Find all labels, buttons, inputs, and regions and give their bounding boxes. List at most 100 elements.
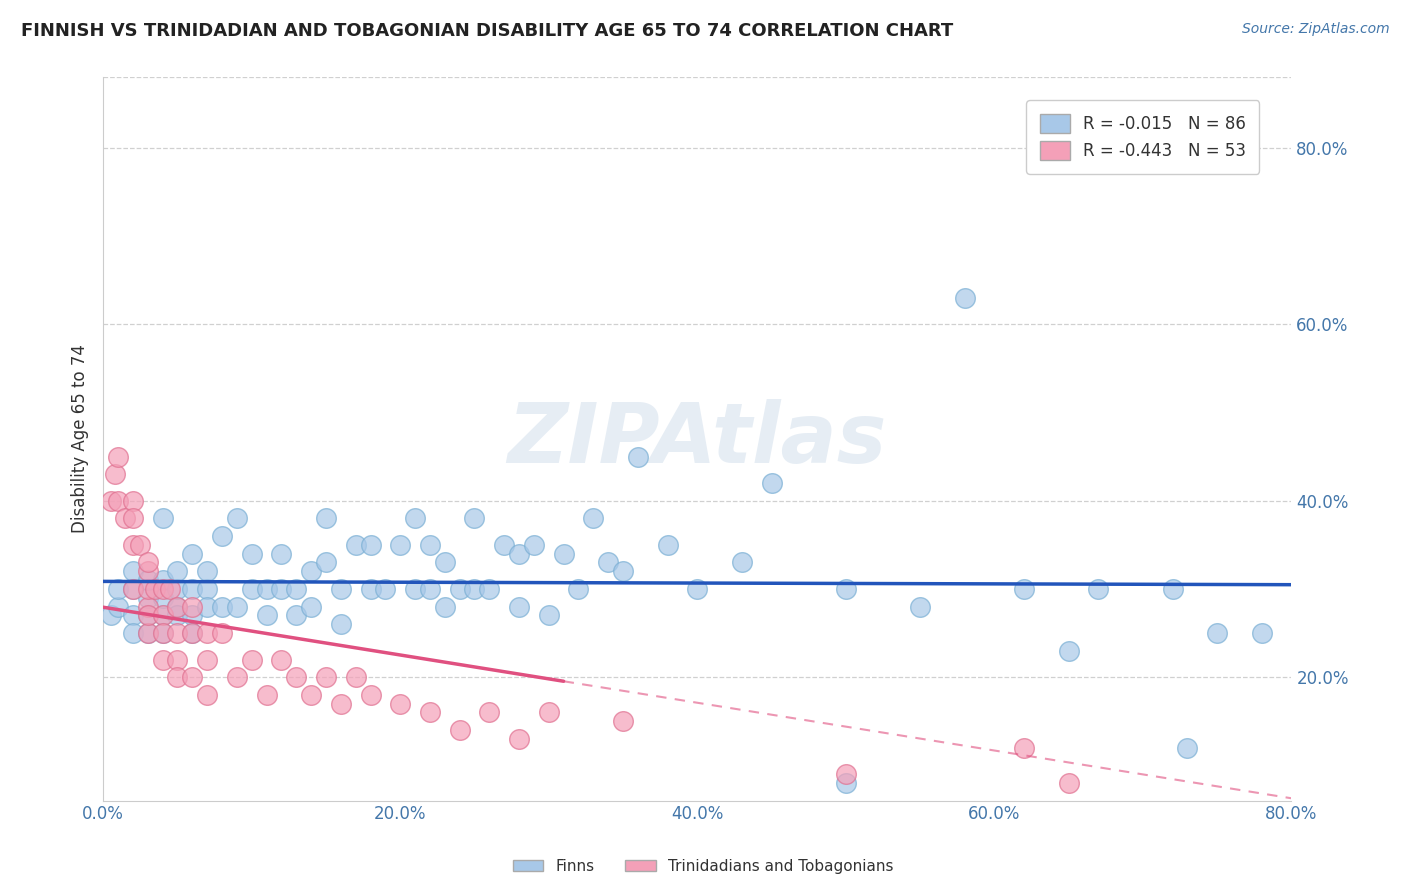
Point [121, 493, 143, 508]
Point [195, 582, 218, 596]
Point [419, 538, 441, 552]
Point [166, 582, 188, 596]
Point [152, 573, 174, 587]
Point [225, 670, 247, 684]
Legend: Finns, Trinidadians and Tobagonians: Finns, Trinidadians and Tobagonians [506, 853, 900, 880]
Point [463, 511, 485, 525]
Point [285, 582, 308, 596]
Point [449, 723, 471, 737]
Point [129, 538, 152, 552]
Point [835, 776, 858, 790]
Point [136, 564, 159, 578]
Point [211, 626, 233, 640]
Point [166, 599, 188, 614]
Point [627, 450, 650, 464]
Point [1177, 740, 1199, 755]
Point [419, 582, 441, 596]
Point [612, 714, 634, 729]
Point [240, 547, 263, 561]
Point [240, 582, 263, 596]
Point [1057, 776, 1080, 790]
Point [143, 582, 166, 596]
Point [114, 511, 136, 525]
Point [152, 626, 174, 640]
Point [152, 591, 174, 605]
Point [285, 670, 308, 684]
Point [121, 511, 143, 525]
Point [181, 582, 204, 596]
Point [136, 608, 159, 623]
Point [478, 582, 501, 596]
Point [166, 599, 188, 614]
Point [121, 626, 143, 640]
Point [315, 670, 337, 684]
Point [195, 626, 218, 640]
Point [166, 608, 188, 623]
Point [344, 670, 367, 684]
Point [1250, 626, 1272, 640]
Point [107, 582, 129, 596]
Point [225, 511, 247, 525]
Point [100, 493, 122, 508]
Point [686, 582, 709, 596]
Point [389, 538, 412, 552]
Point [567, 582, 589, 596]
Point [195, 688, 218, 702]
Point [835, 582, 858, 596]
Point [256, 688, 278, 702]
Point [166, 670, 188, 684]
Point [211, 599, 233, 614]
Point [1012, 740, 1035, 755]
Point [152, 511, 174, 525]
Point [299, 599, 322, 614]
Point [211, 529, 233, 543]
Point [181, 599, 204, 614]
Point [404, 582, 426, 596]
Point [329, 617, 352, 632]
Point [181, 547, 204, 561]
Point [404, 511, 426, 525]
Point [508, 599, 530, 614]
Point [195, 564, 218, 578]
Point [181, 608, 204, 623]
Point [136, 626, 159, 640]
Point [166, 626, 188, 640]
Point [582, 511, 605, 525]
Text: ZIPAtlas: ZIPAtlas [508, 399, 887, 480]
Point [657, 538, 679, 552]
Point [1057, 643, 1080, 657]
Point [166, 564, 188, 578]
Point [270, 652, 292, 666]
Point [494, 538, 516, 552]
Point [1161, 582, 1184, 596]
Point [136, 573, 159, 587]
Point [100, 608, 122, 623]
Point [152, 626, 174, 640]
Point [270, 582, 292, 596]
Point [315, 556, 337, 570]
Point [136, 626, 159, 640]
Point [360, 582, 382, 596]
Point [908, 599, 931, 614]
Point [152, 608, 174, 623]
Point [152, 652, 174, 666]
Point [299, 564, 322, 578]
Text: FINNISH VS TRINIDADIAN AND TOBAGONIAN DISABILITY AGE 65 TO 74 CORRELATION CHART: FINNISH VS TRINIDADIAN AND TOBAGONIAN DI… [21, 22, 953, 40]
Point [537, 706, 560, 720]
Y-axis label: Disability Age 65 to 74: Disability Age 65 to 74 [72, 344, 89, 533]
Point [1087, 582, 1109, 596]
Point [285, 608, 308, 623]
Point [329, 697, 352, 711]
Point [360, 688, 382, 702]
Point [374, 582, 396, 596]
Point [449, 582, 471, 596]
Point [478, 706, 501, 720]
Point [121, 608, 143, 623]
Point [195, 652, 218, 666]
Point [121, 582, 143, 596]
Point [419, 706, 441, 720]
Legend: R = -0.015   N = 86, R = -0.443   N = 53: R = -0.015 N = 86, R = -0.443 N = 53 [1026, 100, 1260, 174]
Point [523, 538, 546, 552]
Point [107, 493, 129, 508]
Point [107, 450, 129, 464]
